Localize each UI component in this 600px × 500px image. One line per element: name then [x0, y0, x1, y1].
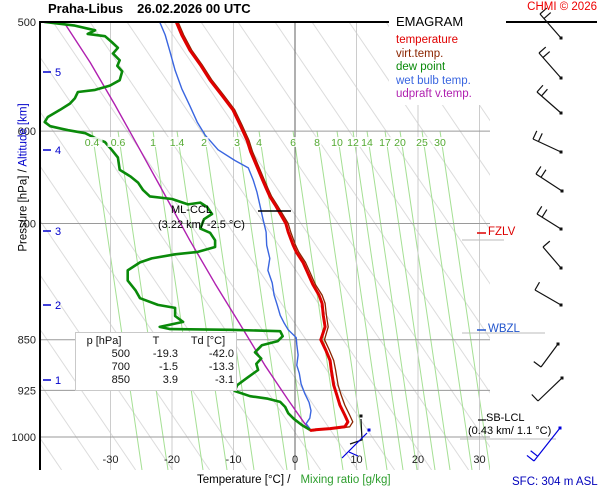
series-updraft-v-temp — [63, 22, 312, 432]
svg-text:925: 925 — [18, 385, 36, 397]
table-cell: 3.9 — [162, 374, 178, 386]
legend-item-temperature: temperature — [396, 34, 459, 46]
svg-text:17: 17 — [379, 137, 391, 149]
dry-adiabat-lines — [40, 22, 490, 470]
svg-text:0.4: 0.4 — [85, 137, 100, 149]
table-header-temp: T — [152, 335, 160, 347]
series-wet-bulb-temp — [158, 22, 312, 430]
svg-text:1: 1 — [55, 375, 61, 387]
x-axis-title: Temperature [°C] / Mixing ratio [g/kg] — [197, 474, 391, 486]
series-virt-temp — [177, 22, 354, 432]
svg-text:30: 30 — [473, 454, 485, 466]
copyright-text: CHMI © 2026 — [527, 1, 597, 13]
mlccl-annotation-label: ML-CCL — [171, 204, 212, 216]
svg-text:3: 3 — [234, 137, 240, 149]
table-row: 700 -1.5 -13.3 — [76, 361, 236, 374]
legend-item-dew-point: dew point — [396, 61, 446, 73]
svg-text:6: 6 — [290, 137, 296, 149]
table-cell: 850 — [111, 374, 130, 386]
sounding-datetime: 26.02.2026 00 UTC — [137, 1, 251, 16]
legend: EMAGRAM temperature virt.temp. dew point… — [389, 13, 506, 105]
y-axis-title-separator: / — [17, 166, 30, 176]
table-header-pressure: p [hPa] — [86, 335, 122, 347]
svg-text:2: 2 — [55, 300, 61, 312]
plot-borders — [39, 21, 597, 470]
x-axis-title-mixing-ratio: Mixing ratio [g/kg] — [300, 474, 391, 486]
plot-clipped-layers — [40, 22, 490, 470]
mlccl-annotation-detail: (3.22 km/ -2.5 °C) — [158, 219, 245, 231]
isotherm-gridlines — [110, 22, 480, 470]
svg-text:14: 14 — [361, 137, 373, 149]
svg-text:10: 10 — [331, 137, 343, 149]
fzlv-level-label: FZLV — [488, 226, 516, 238]
svg-text:700: 700 — [18, 218, 36, 230]
svg-text:-30: -30 — [103, 454, 119, 466]
svg-text:1.4: 1.4 — [170, 137, 185, 149]
wind-barbs — [341, 7, 564, 462]
table-row: 500 -19.3 -42.0 — [76, 348, 236, 361]
legend-item-updraft: udpraft v.temp. — [396, 88, 472, 100]
svg-text:500: 500 — [18, 17, 36, 29]
svg-text:4: 4 — [256, 137, 262, 149]
svg-text:10: 10 — [350, 454, 362, 466]
table-cell: 500 — [111, 348, 130, 360]
table-row: 850 3.9 -3.1 — [76, 374, 236, 387]
station-name: Praha-Libus — [48, 1, 124, 16]
svg-text:-10: -10 — [226, 454, 242, 466]
table-cell: -13.3 — [208, 361, 234, 373]
svg-text:30: 30 — [434, 137, 446, 149]
svg-text:8: 8 — [314, 137, 320, 149]
legend-item-wet-bulb: wet bulb temp. — [396, 74, 471, 87]
table-cell: -1.5 — [159, 361, 178, 373]
sblcl-annotation-label: SB-LCL — [486, 412, 525, 424]
y-axis-title-altitude: Altitude [km] — [17, 103, 30, 167]
table-header-dewpoint: Td [°C] — [190, 335, 226, 347]
svg-text:600: 600 — [18, 126, 36, 138]
svg-text:0: 0 — [292, 454, 298, 466]
surface-wind-marker — [341, 414, 371, 459]
table-cell: -3.1 — [215, 374, 234, 386]
svg-text:850: 850 — [18, 335, 36, 347]
x-axis-title-temperature: Temperature [°C] / — [197, 474, 291, 486]
svg-text:-20: -20 — [164, 454, 180, 466]
table-cell: -19.3 — [152, 348, 178, 360]
level-data-table: p [hPa] T Td [°C] 500 -19.3 -42.0 700 -1… — [75, 332, 237, 391]
table-header-row: p [hPa] T Td [°C] — [76, 335, 236, 348]
mixing-ratio-lines — [91, 130, 490, 470]
y-axis-title-pressure: Pressure [hPa] — [17, 175, 30, 252]
svg-text:2: 2 — [201, 137, 207, 149]
table-cell: -42.0 — [208, 348, 234, 360]
y-axis-title: Pressure [hPa] / Altitude [km] — [18, 43, 33, 313]
svg-text:0.6: 0.6 — [111, 137, 126, 149]
svg-text:1: 1 — [150, 137, 156, 149]
svg-text:1000: 1000 — [12, 432, 36, 444]
surface-elevation-label: SFC: 304 m ASL — [512, 476, 598, 488]
sblcl-annotation-detail: (0.43 km/ 1.1 °C) — [468, 425, 552, 437]
legend-title: EMAGRAM — [396, 14, 464, 29]
series-temperature — [174, 22, 350, 432]
table-cell: 700 — [111, 361, 130, 373]
page-title: Praha-Libus 26.02.2026 00 UTC — [48, 1, 251, 16]
svg-text:12: 12 — [347, 137, 359, 149]
svg-text:25: 25 — [416, 137, 428, 149]
level-markers — [258, 210, 556, 440]
svg-text:4: 4 — [55, 145, 61, 157]
svg-text:5: 5 — [55, 67, 61, 79]
svg-text:20: 20 — [412, 454, 424, 466]
svg-text:20: 20 — [394, 137, 406, 149]
wbzl-level-label: WBZL — [488, 323, 520, 335]
svg-text:3: 3 — [55, 226, 61, 238]
series-dew-point — [43, 22, 312, 432]
legend-item-virt-temp: virt.temp. — [396, 47, 444, 60]
